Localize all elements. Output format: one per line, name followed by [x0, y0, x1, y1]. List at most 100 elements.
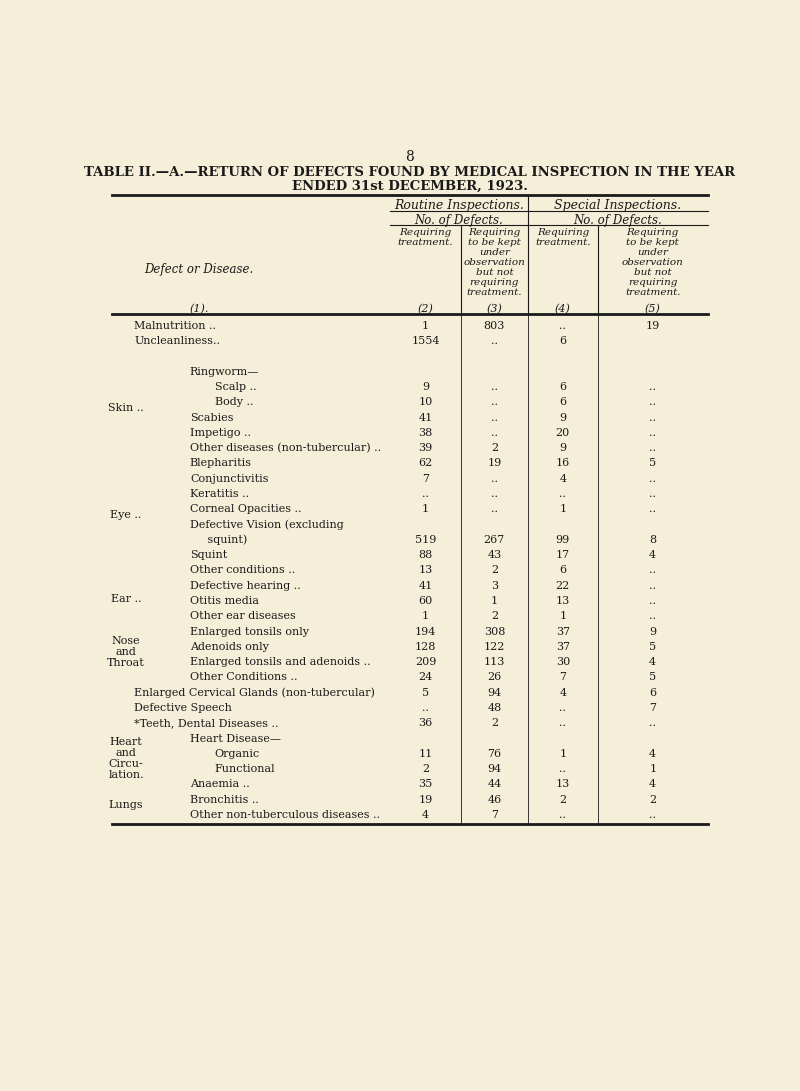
Text: 128: 128: [415, 642, 436, 651]
Text: requiring: requiring: [628, 278, 678, 287]
Text: ..: ..: [422, 703, 429, 714]
Text: (2): (2): [418, 304, 434, 314]
Text: 17: 17: [556, 550, 570, 560]
Text: 36: 36: [418, 718, 433, 729]
Text: ..: ..: [650, 504, 656, 514]
Text: Defective hearing ..: Defective hearing ..: [190, 580, 301, 590]
Text: 2: 2: [490, 443, 498, 453]
Text: 44: 44: [487, 779, 502, 790]
Text: ..: ..: [491, 412, 498, 422]
Text: Other Conditions ..: Other Conditions ..: [190, 672, 298, 683]
Text: ..: ..: [650, 565, 656, 575]
Text: ..: ..: [491, 428, 498, 437]
Text: observation: observation: [463, 257, 525, 267]
Text: 99: 99: [556, 535, 570, 544]
Text: 4: 4: [649, 748, 656, 759]
Text: 9: 9: [559, 412, 566, 422]
Text: 94: 94: [487, 687, 502, 698]
Text: 1: 1: [422, 611, 429, 621]
Text: requiring: requiring: [470, 278, 519, 287]
Text: Impetigo ..: Impetigo ..: [190, 428, 251, 437]
Text: Heart: Heart: [110, 736, 142, 747]
Text: No. of Defects.: No. of Defects.: [574, 214, 662, 227]
Text: 19: 19: [646, 321, 660, 331]
Text: 7: 7: [422, 473, 429, 483]
Text: 2: 2: [559, 794, 566, 805]
Text: Special Inspections.: Special Inspections.: [554, 199, 682, 212]
Text: ..: ..: [491, 397, 498, 407]
Text: TABLE II.—A.—RETURN OF DEFECTS FOUND BY MEDICAL INSPECTION IN THE YEAR: TABLE II.—A.—RETURN OF DEFECTS FOUND BY …: [85, 166, 735, 179]
Text: Other non-tuberculous diseases ..: Other non-tuberculous diseases ..: [190, 810, 380, 820]
Text: 41: 41: [418, 580, 433, 590]
Text: Scabies: Scabies: [190, 412, 234, 422]
Text: lation.: lation.: [108, 769, 144, 780]
Text: 9: 9: [422, 382, 429, 392]
Text: Defective Speech: Defective Speech: [134, 703, 232, 714]
Text: Corneal Opacities ..: Corneal Opacities ..: [190, 504, 302, 514]
Text: 308: 308: [484, 626, 505, 636]
Text: 5: 5: [649, 672, 656, 683]
Text: 35: 35: [418, 779, 433, 790]
Text: Conjunctivitis: Conjunctivitis: [190, 473, 268, 483]
Text: 20: 20: [556, 428, 570, 437]
Text: 37: 37: [556, 642, 570, 651]
Text: ..: ..: [650, 489, 656, 499]
Text: 10: 10: [418, 397, 433, 407]
Text: 94: 94: [487, 764, 502, 775]
Text: 1: 1: [422, 504, 429, 514]
Text: Enlarged Cervical Glands (non-tubercular): Enlarged Cervical Glands (non-tubercular…: [134, 687, 375, 698]
Text: and: and: [116, 647, 137, 657]
Text: Bronchitis ..: Bronchitis ..: [190, 794, 258, 805]
Text: 7: 7: [559, 672, 566, 683]
Text: 60: 60: [418, 596, 433, 606]
Text: 4: 4: [649, 779, 656, 790]
Text: to be kept: to be kept: [468, 238, 521, 247]
Text: 88: 88: [418, 550, 433, 560]
Text: 13: 13: [418, 565, 433, 575]
Text: Requiring: Requiring: [468, 228, 521, 237]
Text: under: under: [638, 248, 668, 256]
Text: Adenoids only: Adenoids only: [190, 642, 269, 651]
Text: 1554: 1554: [411, 336, 440, 346]
Text: Routine Inspections.: Routine Inspections.: [394, 199, 524, 212]
Text: 19: 19: [487, 458, 502, 468]
Text: but not: but not: [634, 268, 671, 277]
Text: 22: 22: [556, 580, 570, 590]
Text: 1: 1: [649, 764, 656, 775]
Text: Requiring: Requiring: [399, 228, 452, 237]
Text: treatment.: treatment.: [535, 238, 590, 247]
Text: ..: ..: [650, 412, 656, 422]
Text: treatment.: treatment.: [466, 288, 522, 297]
Text: 41: 41: [418, 412, 433, 422]
Text: 11: 11: [418, 748, 433, 759]
Text: 6: 6: [559, 565, 566, 575]
Text: ..: ..: [650, 428, 656, 437]
Text: Throat: Throat: [107, 658, 145, 668]
Text: *Teeth, Dental Diseases ..: *Teeth, Dental Diseases ..: [134, 718, 278, 729]
Text: 194: 194: [415, 626, 436, 636]
Text: Heart Disease—: Heart Disease—: [190, 733, 281, 744]
Text: ..: ..: [650, 580, 656, 590]
Text: 8: 8: [406, 151, 414, 165]
Text: ..: ..: [650, 810, 656, 820]
Text: 1: 1: [559, 504, 566, 514]
Text: 6: 6: [559, 382, 566, 392]
Text: 209: 209: [415, 657, 436, 667]
Text: ..: ..: [491, 473, 498, 483]
Text: 2: 2: [490, 718, 498, 729]
Text: Blepharitis: Blepharitis: [190, 458, 252, 468]
Text: 4: 4: [559, 687, 566, 698]
Text: (5): (5): [645, 304, 661, 314]
Text: 9: 9: [559, 443, 566, 453]
Text: ..: ..: [491, 504, 498, 514]
Text: Ringworm—: Ringworm—: [190, 367, 259, 376]
Text: 519: 519: [415, 535, 436, 544]
Text: Enlarged tonsils only: Enlarged tonsils only: [190, 626, 309, 636]
Text: ..: ..: [559, 489, 566, 499]
Text: ..: ..: [491, 336, 498, 346]
Text: Malnutrition ..: Malnutrition ..: [134, 321, 216, 331]
Text: Squint: Squint: [190, 550, 227, 560]
Text: 6: 6: [559, 397, 566, 407]
Text: but not: but not: [475, 268, 513, 277]
Text: 76: 76: [487, 748, 502, 759]
